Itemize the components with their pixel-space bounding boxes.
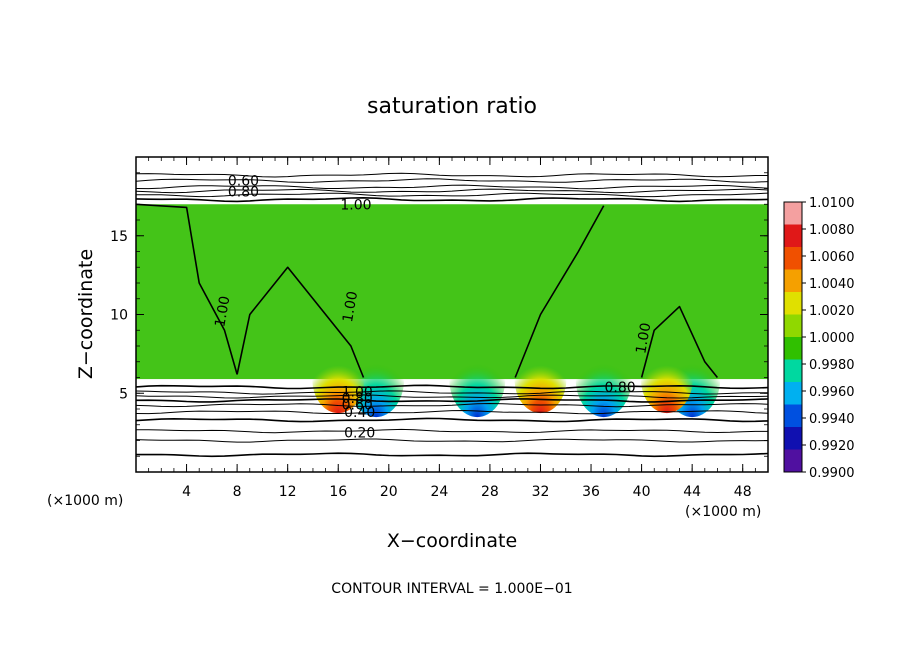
contour-line [136, 192, 768, 198]
contour-label: 0.80 [228, 185, 259, 201]
colorbar-tick-label: 0.9920 [809, 439, 855, 454]
colorbar-swatch [784, 449, 802, 473]
contour-label: 1.00 [633, 322, 654, 355]
hot-spot [640, 345, 693, 414]
y-axis-label: Z−coordinate [75, 249, 97, 379]
colorbar-tick-label: 1.0000 [809, 331, 855, 346]
colorbar-tick-label: 0.9960 [809, 385, 855, 400]
plot-area [136, 172, 768, 458]
colorbar-tick-label: 1.0060 [809, 250, 855, 265]
y-tick-label: 15 [110, 229, 128, 245]
colorbar-swatch [784, 404, 802, 428]
chart-title: saturation ratio [367, 94, 537, 119]
contour-line [136, 394, 768, 399]
contour-label: 1.00 [342, 385, 373, 401]
contour-line [640, 305, 719, 379]
x-tick-label: 20 [380, 484, 398, 500]
colorbar-swatch [784, 337, 802, 360]
contour-line [136, 409, 768, 415]
contour-line [136, 428, 768, 434]
colorbar-swatch [784, 292, 802, 315]
contour-line [136, 452, 768, 458]
contour-label: 0.80 [605, 380, 636, 396]
colorbar-tick-label: 1.0040 [809, 277, 855, 292]
x-tick-label: 24 [430, 484, 448, 500]
x-tick-label: 36 [582, 484, 600, 500]
contour-label: 1.00 [340, 197, 371, 213]
colorbar [783, 201, 803, 473]
cold-spot [348, 341, 405, 418]
contour-line [136, 438, 768, 443]
contour-line [136, 398, 768, 403]
x-tick-label: 8 [233, 484, 242, 500]
colorbar-swatch [784, 314, 802, 338]
y-tick-label: 10 [110, 308, 128, 324]
cold-spot [575, 341, 632, 418]
colorbar-swatch [784, 359, 802, 383]
contour-line [136, 196, 768, 203]
x-tick-label: 4 [182, 484, 191, 500]
contour-label: 1.00 [340, 290, 361, 323]
x-unit-right: (×1000 m) [685, 504, 761, 520]
contour-line [136, 184, 768, 190]
contour-interval-note: CONTOUR INTERVAL = 1.000E−01 [331, 581, 572, 597]
x-axis-label: X−coordinate [387, 530, 517, 552]
contour-line [236, 266, 365, 378]
x-tick-label: 40 [633, 484, 651, 500]
colorbar-swatch [784, 247, 802, 270]
contour-label: 0.60 [228, 174, 259, 190]
contour-line [136, 203, 238, 375]
colorbar-swatch [784, 427, 802, 450]
x-unit-left: (×1000 m) [47, 493, 123, 509]
colorbar-swatch [784, 202, 802, 225]
contour-label: 0.80 [342, 391, 373, 407]
contour-label: 0.60 [342, 397, 373, 413]
colorbar-swatch [784, 269, 802, 293]
x-tick-label: 16 [329, 484, 347, 500]
contour-label: 0.40 [344, 405, 375, 421]
contour-line [136, 172, 768, 178]
contour-line [136, 384, 768, 390]
colorbar-tick-label: 1.0080 [809, 223, 855, 238]
contour-label: 0.20 [344, 426, 375, 442]
y-tick-label: 5 [119, 386, 128, 402]
hot-spot [514, 345, 567, 414]
colorbar-tick-label: 1.0020 [809, 304, 855, 319]
colorbar-swatch [784, 224, 802, 248]
colorbar-tick-label: 0.9940 [809, 412, 855, 427]
x-tick-label: 12 [279, 484, 297, 500]
colorbar-swatch [784, 382, 802, 405]
contour-line [136, 390, 768, 395]
contour-line [136, 402, 768, 408]
cold-spot [449, 341, 506, 418]
colorbar-tick-label: 0.9900 [809, 466, 855, 481]
contour-label: 1.00 [212, 295, 233, 328]
x-tick-label: 48 [734, 484, 752, 500]
contour-line [136, 188, 768, 194]
contour-line [514, 205, 605, 378]
colorbar-tick-label: 1.0100 [809, 196, 855, 211]
contour-line [136, 417, 768, 423]
colorbar-tick-label: 0.9980 [809, 358, 855, 373]
x-tick-label: 32 [532, 484, 550, 500]
contour-line [136, 178, 768, 183]
x-tick-label: 28 [481, 484, 499, 500]
x-tick-label: 44 [683, 484, 701, 500]
